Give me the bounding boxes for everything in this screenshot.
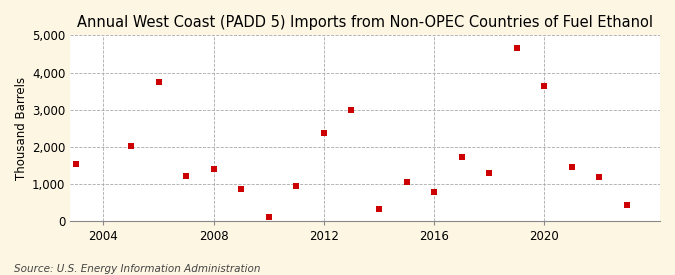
Point	[429, 190, 439, 195]
Point	[566, 165, 577, 170]
Point	[622, 203, 632, 208]
Point	[539, 83, 549, 88]
Text: Source: U.S. Energy Information Administration: Source: U.S. Energy Information Administ…	[14, 264, 260, 274]
Point	[209, 166, 219, 171]
Title: Annual West Coast (PADD 5) Imports from Non-OPEC Countries of Fuel Ethanol: Annual West Coast (PADD 5) Imports from …	[77, 15, 653, 30]
Point	[346, 108, 357, 112]
Point	[456, 155, 467, 160]
Point	[484, 171, 495, 175]
Point	[512, 46, 522, 51]
Point	[401, 180, 412, 185]
Point	[291, 184, 302, 189]
Point	[373, 207, 384, 211]
Point	[126, 144, 136, 148]
Y-axis label: Thousand Barrels: Thousand Barrels	[15, 77, 28, 180]
Point	[153, 80, 164, 84]
Point	[70, 162, 81, 166]
Point	[236, 187, 246, 192]
Point	[594, 175, 605, 179]
Point	[263, 215, 274, 219]
Point	[319, 131, 329, 135]
Point	[181, 174, 192, 178]
